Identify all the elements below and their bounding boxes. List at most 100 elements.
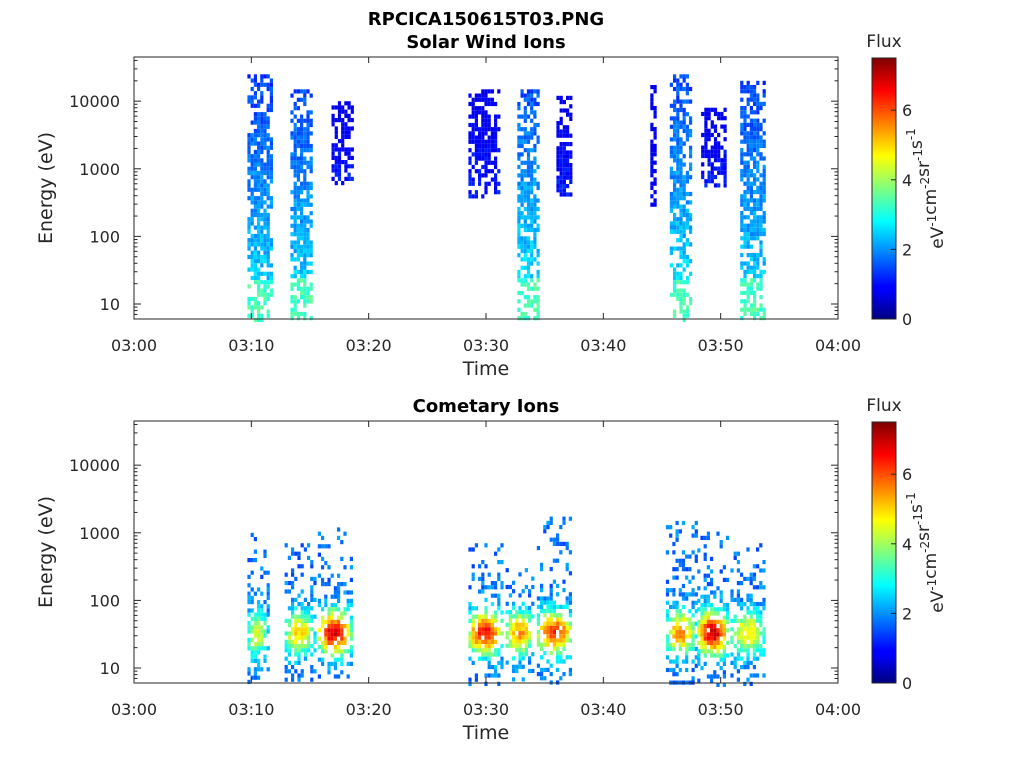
heatmap-cell [349,598,353,603]
heatmap-cell [556,659,560,664]
heatmap-cell [343,636,347,641]
heatmap-cell [490,652,494,657]
heatmap-cell [484,564,488,569]
heatmap-cell [549,516,553,521]
heatmap-cell [296,248,300,254]
heatmap-cell [484,681,488,686]
heatmap-cell [494,135,498,140]
heatmap-cell [559,651,563,656]
heatmap-cell [494,118,498,123]
heatmap-cell [250,103,254,108]
heatmap-cell [263,116,267,121]
heatmap-cell [713,636,717,641]
heatmap-cell [247,133,251,138]
heatmap-cell [269,292,273,297]
heatmap-cell [691,621,695,626]
heatmap-cell [559,142,563,147]
heatmap-cell [257,103,261,108]
heatmap-cell [517,106,521,111]
heatmap-cell [740,152,744,157]
heatmap-cell [650,160,654,165]
heatmap-cell [296,223,300,228]
heatmap-cell [669,642,673,647]
heatmap-cell [676,170,680,176]
heatmap-cell [306,202,310,207]
heatmap-cell [753,177,757,182]
heatmap-cell [468,631,472,636]
heatmap-cell [533,307,537,312]
heatmap-cell [689,162,693,167]
heatmap-cell [569,171,573,176]
heatmap-cell [309,131,313,136]
heatmap-cell [296,135,300,140]
heatmap-cell [515,610,519,615]
heatmap-cell [247,242,251,247]
heatmap-cell [700,607,704,612]
heatmap-cell [247,637,251,642]
heatmap-cell [310,597,314,602]
heatmap-cell [307,602,311,607]
heatmap-cell [682,179,686,184]
heatmap-cell [269,107,273,113]
heatmap-cell [337,657,341,662]
heatmap-cell [517,101,521,107]
heatmap-cell [669,225,673,230]
heatmap-cell [287,623,291,628]
heatmap-cell [263,191,267,197]
heatmap-cell [494,618,498,623]
heatmap-cell [549,592,553,597]
heatmap-cell [257,646,261,651]
heatmap-cell [333,666,337,671]
heatmap-cell [497,572,501,577]
heatmap-cell [682,208,686,213]
heatmap-cell [723,158,727,163]
heatmap-cell [740,623,744,628]
heatmap-cell [678,638,682,643]
heatmap-cell [673,133,677,138]
heatmap-cell [257,238,261,243]
heatmap-cell [487,97,491,102]
heatmap-cell [303,248,307,254]
heatmap-cell [517,219,521,224]
heatmap-cell [701,174,705,180]
heatmap-cell [543,625,547,630]
heatmap-cell [471,164,475,170]
heatmap-cell [487,627,491,632]
heatmap-cell [313,597,317,602]
heatmap-cell [536,316,540,321]
heatmap-cell [474,93,478,98]
heatmap-cell [257,141,261,146]
heatmap-cell [296,127,300,132]
heatmap-cell [536,617,540,622]
heatmap-cell [688,579,692,584]
heatmap-cell [533,257,537,262]
heatmap-cell [730,652,734,657]
heatmap-cell [682,120,686,125]
heatmap-cell [730,589,734,594]
heatmap-cell [526,282,531,287]
heatmap-cell [290,131,294,136]
heatmap-cell [704,132,708,138]
heatmap-cell [691,667,695,673]
heatmap-cell [672,659,676,664]
heatmap-cell [682,74,686,79]
heatmap-cell [559,116,563,121]
heatmap-cell [490,139,494,144]
heatmap-cell [253,183,257,188]
heatmap-cell [257,183,261,188]
heatmap-cell [743,576,747,581]
heatmap-cell [296,257,300,262]
heatmap-cell [753,122,757,127]
heatmap-cell [518,572,522,577]
heatmap-cell [297,614,301,619]
heatmap-cell [303,265,307,270]
heatmap-cell [713,158,718,163]
heatmap-cell [762,261,766,266]
heatmap-cell [300,160,304,165]
heatmap-cell [481,656,485,661]
heatmap-cell [726,619,730,624]
heatmap-cell [293,232,297,237]
heatmap-cell [749,122,753,127]
heatmap-cell [685,259,689,264]
heatmap-cell [759,198,763,203]
